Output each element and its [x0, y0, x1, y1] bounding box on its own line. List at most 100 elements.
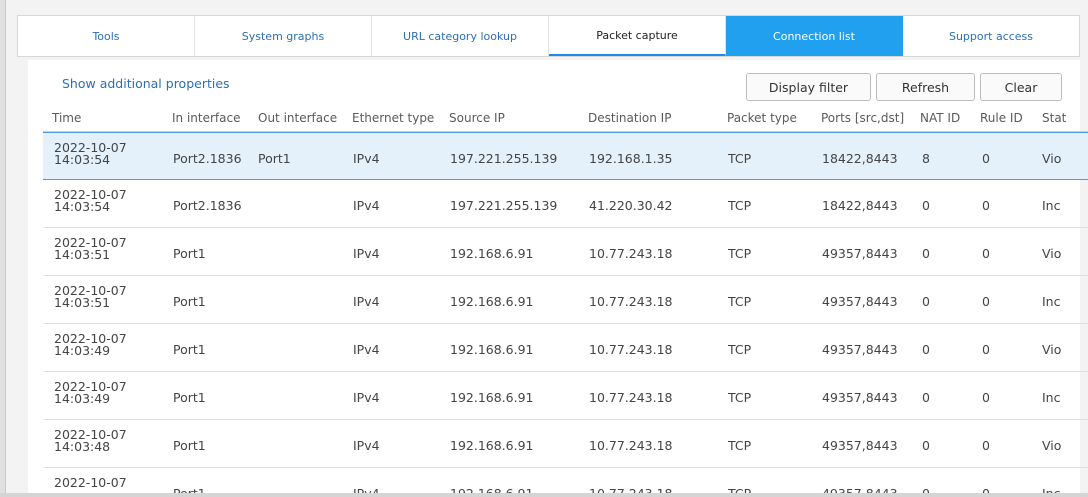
cell-ports: 49357,8443	[822, 342, 898, 357]
cell-packet-type: TCP	[728, 294, 752, 309]
column-header-ethernet-type[interactable]: Ethernet type	[352, 111, 435, 125]
connection-table-body: 2022-10-07 14:03:54 Port2.1836 Port1 IPv4…	[43, 132, 1088, 497]
cell-status: Vio	[1042, 246, 1062, 261]
tab-url-category-lookup[interactable]: URL category lookup	[372, 16, 549, 56]
cell-rule-id: 0	[982, 246, 990, 261]
cell-ports: 18422,8443	[822, 151, 898, 166]
cell-time: 2022-10-07 14:03:48	[54, 427, 127, 454]
cell-ethernet-type: IPv4	[353, 438, 380, 453]
cell-ethernet-type: IPv4	[353, 390, 380, 405]
cell-destination-ip: 10.77.243.18	[589, 438, 673, 453]
cell-packet-type: TCP	[728, 151, 752, 166]
cell-ports: 18422,8443	[822, 198, 898, 213]
cell-source-ip: 192.168.6.91	[450, 438, 534, 453]
column-header-packet-type[interactable]: Packet type	[727, 111, 797, 125]
cell-ethernet-type: IPv4	[353, 486, 380, 497]
clear-button[interactable]: Clear	[980, 73, 1062, 101]
cell-source-ip: 192.168.6.91	[450, 342, 534, 357]
cell-in-interface: Port1	[173, 246, 206, 261]
cell-in-interface: Port2.1836	[173, 198, 242, 213]
cell-rule-id: 0	[982, 342, 990, 357]
cell-rule-id: 0	[982, 486, 990, 497]
cell-time: 2022-10-07 14:03:54	[54, 140, 127, 167]
cell-nat-id: 0	[922, 294, 930, 309]
refresh-button[interactable]: Refresh	[876, 73, 975, 101]
cell-nat-id: 0	[922, 486, 930, 497]
cell-nat-id: 0	[922, 390, 930, 405]
cell-in-interface: Port1	[173, 390, 206, 405]
window-edge	[0, 0, 6, 497]
bottom-edge	[0, 493, 1088, 497]
tab-support-access[interactable]: Support access	[948, 29, 1034, 43]
column-header-source-ip[interactable]: Source IP	[449, 111, 505, 125]
cell-out-interface: Port1	[258, 151, 291, 166]
column-header-out-interface[interactable]: Out interface	[258, 111, 338, 125]
column-header-ports[interactable]: Ports [src,dst]	[821, 111, 905, 125]
cell-status: Vio	[1042, 342, 1062, 357]
column-header-in-interface[interactable]: In interface	[172, 111, 241, 125]
cell-destination-ip: 10.77.243.18	[589, 246, 673, 261]
cell-ethernet-type: IPv4	[353, 246, 380, 261]
cell-source-ip: 192.168.6.91	[450, 486, 534, 497]
cell-ports: 49357,8443	[822, 294, 898, 309]
cell-destination-ip: 10.77.243.18	[589, 342, 673, 357]
cell-source-ip: 192.168.6.91	[450, 246, 534, 261]
cell-in-interface: Port1	[173, 438, 206, 453]
cell-nat-id: 0	[922, 246, 930, 261]
cell-packet-type: TCP	[728, 486, 752, 497]
table-row[interactable]: 2022-10-07 14:03:51 Port1 IPv4 192.168.6.…	[43, 276, 1088, 324]
cell-nat-id: 0	[922, 198, 930, 213]
cell-destination-ip: 10.77.243.18	[589, 486, 673, 497]
column-header-status[interactable]: Stat	[1042, 111, 1067, 125]
cell-time: 2022-10-07	[54, 475, 127, 490]
cell-nat-id: 0	[922, 438, 930, 453]
tab-system-graphs[interactable]: System graphs	[195, 16, 372, 56]
cell-ethernet-type: IPv4	[353, 151, 380, 166]
cell-status: Inc	[1042, 390, 1061, 405]
cell-nat-id: 8	[922, 151, 930, 166]
cell-status: Inc	[1042, 198, 1061, 213]
cell-time: 2022-10-07 14:03:49	[54, 331, 127, 358]
cell-time: 2022-10-07 14:03:51	[54, 283, 127, 310]
column-header-nat-id[interactable]: NAT ID	[920, 111, 961, 125]
table-row[interactable]: 2022-10-07 14:03:49 Port1 IPv4 192.168.6.…	[43, 372, 1088, 420]
tab-connection-list[interactable]: Connection list	[726, 16, 903, 56]
cell-ports: 49357,8443	[822, 390, 898, 405]
cell-ports: 49357,8443	[822, 486, 898, 497]
table-row[interactable]: 2022-10-07 Port1 IPv4 192.168.6.91 10.77…	[43, 468, 1088, 497]
cell-rule-id: 0	[982, 438, 990, 453]
table-row[interactable]: 2022-10-07 14:03:54 Port2.1836 IPv4 197.2…	[43, 180, 1088, 228]
column-header-destination-ip[interactable]: Destination IP	[588, 111, 672, 125]
cell-in-interface: Port1	[173, 486, 206, 497]
column-header-rule-id[interactable]: Rule ID	[980, 111, 1023, 125]
table-row[interactable]: 2022-10-07 14:03:54 Port2.1836 Port1 IPv4…	[43, 132, 1088, 180]
cell-packet-type: TCP	[728, 246, 752, 261]
cell-nat-id: 0	[922, 342, 930, 357]
cell-rule-id: 0	[982, 294, 990, 309]
display-filter-button[interactable]: Display filter	[746, 73, 871, 101]
tab-bar: Tools System graphs URL category lookup …	[17, 15, 1080, 57]
table-row[interactable]: 2022-10-07 14:03:49 Port1 IPv4 192.168.6.…	[43, 324, 1088, 372]
table-row[interactable]: 2022-10-07 14:03:51 Port1 IPv4 192.168.6.…	[43, 228, 1088, 276]
cell-ports: 49357,8443	[822, 246, 898, 261]
cell-rule-id: 0	[982, 390, 990, 405]
show-additional-properties-link[interactable]: Show additional properties	[62, 76, 230, 91]
cell-packet-type: TCP	[728, 342, 752, 357]
table-header: Time In interface Out interface Ethernet…	[43, 104, 1088, 132]
cell-ethernet-type: IPv4	[353, 294, 380, 309]
cell-destination-ip: 41.220.30.42	[589, 198, 673, 213]
cell-ports: 49357,8443	[822, 438, 898, 453]
column-header-time[interactable]: Time	[52, 111, 82, 125]
tab-tools[interactable]: Tools	[18, 16, 195, 56]
cell-source-ip: 192.168.6.91	[450, 294, 534, 309]
cell-destination-ip: 192.168.1.35	[589, 151, 673, 166]
tab-packet-capture[interactable]: Packet capture	[549, 16, 726, 56]
table-row[interactable]: 2022-10-07 14:03:48 Port1 IPv4 192.168.6.…	[43, 420, 1088, 468]
cell-source-ip: 192.168.6.91	[450, 390, 534, 405]
cell-status: Vio	[1042, 438, 1062, 453]
cell-time: 2022-10-07 14:03:49	[54, 379, 127, 406]
cell-time: 2022-10-07 14:03:51	[54, 235, 127, 262]
cell-ethernet-type: IPv4	[353, 342, 380, 357]
cell-in-interface: Port2.1836	[173, 151, 242, 166]
cell-in-interface: Port1	[173, 342, 206, 357]
